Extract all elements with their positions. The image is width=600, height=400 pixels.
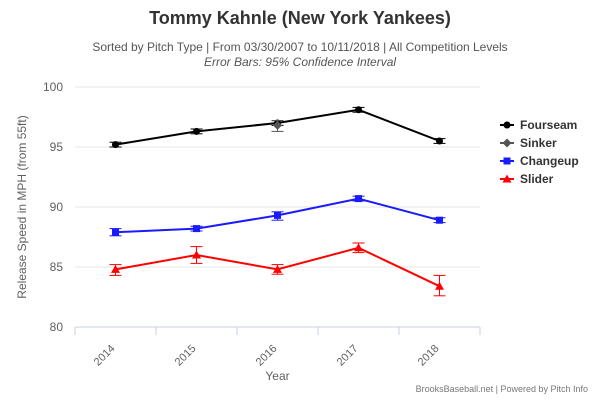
credits[interactable]: BrooksBaseball.net | Powered by Pitch In… (415, 384, 588, 394)
fourseam-point (355, 106, 362, 114)
x-axis-title: Year (265, 369, 289, 383)
chart-subtitle: Sorted by Pitch Type | From 03/30/2007 t… (92, 40, 508, 54)
x-tick-label: 2017 (335, 343, 361, 369)
changeup-point (193, 225, 200, 233)
changeup-point (355, 195, 362, 203)
sinker-point (273, 120, 282, 130)
legend-marker-changeup (503, 157, 511, 165)
legend-label-changeup: Changeup (520, 154, 579, 168)
changeup-point (436, 216, 443, 224)
slider-point (273, 264, 282, 273)
y-tick-label: 100 (43, 80, 63, 94)
legend-marker-slider (502, 174, 512, 183)
changeup-point (112, 228, 119, 236)
slider-point (354, 243, 363, 252)
fourseam-point (112, 141, 119, 149)
changeup-point (274, 211, 281, 219)
chart-subtitle-error-bars: Error Bars: 95% Confidence Interval (203, 55, 397, 69)
legend-label-fourseam: Fourseam (520, 118, 577, 132)
legend-marker-sinker (502, 138, 512, 148)
y-tick-label: 90 (50, 200, 64, 214)
y-tick-label: 80 (50, 320, 64, 334)
x-tick-label: 2015 (173, 343, 199, 369)
legend-label-slider: Slider (520, 172, 554, 186)
legend-label-sinker: Sinker (520, 136, 557, 150)
x-tick-label: 2016 (254, 343, 280, 369)
legend-marker-fourseam (503, 121, 511, 129)
x-tick-label: 2014 (92, 343, 118, 369)
slider-point (111, 264, 120, 273)
fourseam-point (436, 137, 443, 145)
y-tick-label: 85 (50, 260, 64, 274)
fourseam-point (193, 127, 200, 135)
y-tick-label: 95 (50, 140, 64, 154)
y-axis-title: Release Speed in MPH (from 55ft) (15, 115, 29, 298)
chart-title: Tommy Kahnle (New York Yankees) (149, 8, 451, 28)
slider-point (435, 281, 444, 290)
x-tick-label: 2018 (416, 343, 442, 369)
slider-point (192, 250, 201, 259)
